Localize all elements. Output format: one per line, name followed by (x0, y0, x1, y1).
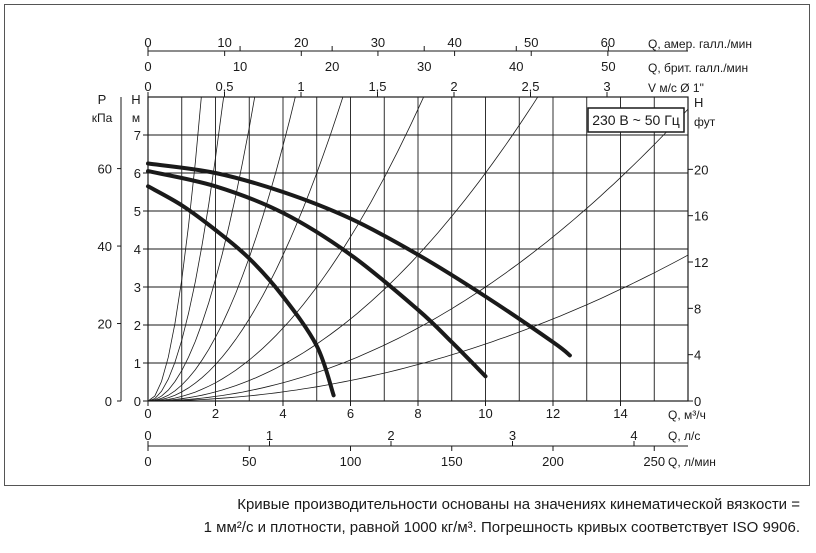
chart-frame (4, 4, 810, 486)
tick-label-us-gal: 30 (371, 35, 385, 50)
tick-label-x-m3h: 14 (613, 406, 627, 421)
tick-label-h-m: 3 (134, 280, 141, 295)
tick-label-uk-gal: 20 (325, 59, 339, 74)
tick-label-x-m3h: 6 (347, 406, 354, 421)
tick-label-us-gal: 20 (294, 35, 308, 50)
tick-label-h-m: 0 (134, 394, 141, 409)
system-curve (148, 108, 688, 401)
tick-label-lmin: 50 (242, 454, 256, 469)
pump-curve-3 (146, 161, 572, 358)
pump-curve-1 (146, 184, 336, 398)
tick-label-x-m3h: 12 (546, 406, 560, 421)
tick-label-lmin: 0 (144, 454, 151, 469)
tick-label-velocity: 3 (603, 79, 610, 94)
tick-label-ls: 2 (387, 428, 394, 443)
tick-label-uk-gal: 10 (233, 59, 247, 74)
tick-label-uk-gal: 30 (417, 59, 431, 74)
tick-label-uk-gal: 40 (509, 59, 523, 74)
tick-label-us-gal: 50 (524, 35, 538, 50)
tick-label-us-gal: 0 (144, 35, 151, 50)
tick-label-kpa: 0 (105, 394, 112, 409)
tick-label-lmin: 100 (340, 454, 362, 469)
tick-label-velocity: 1,5 (368, 79, 386, 94)
voltage-badge-box (587, 107, 685, 133)
axis-title-lmin: Q, л/мин (668, 455, 716, 469)
pump-curves (146, 161, 572, 398)
tick-label-kpa: 20 (98, 317, 112, 332)
grid (147, 96, 689, 402)
pump-curve-2 (146, 169, 488, 379)
tick-label-kpa: 60 (98, 162, 112, 177)
tick-label-x-m3h: 0 (144, 406, 151, 421)
system-curve (148, 254, 688, 401)
tick-label-ft: 8 (694, 301, 701, 316)
tick-label-h-m: 5 (134, 204, 141, 219)
system-curve (148, 97, 425, 401)
tick-label-velocity: 0 (144, 79, 151, 94)
tick-label-h-m: 2 (134, 318, 141, 333)
axis-title-us-gal: Q, амер. галл./мин (648, 37, 752, 51)
axis-unit-h-left: м (132, 111, 140, 125)
axis-unit-kpa: кПа (92, 111, 113, 125)
axis-title-uk-gal: Q, брит. галл./мин (648, 61, 748, 75)
tick-label-h-m: 6 (134, 166, 141, 181)
tick-label-h-m: 1 (134, 356, 141, 371)
tick-label-ft: 16 (694, 209, 708, 224)
tick-label-us-gal: 10 (217, 35, 231, 50)
system-curve (148, 97, 296, 401)
voltage-badge: 230 В ~ 50 Гц (592, 112, 680, 128)
tick-label-x-m3h: 2 (212, 406, 219, 421)
tick-label-x-m3h: 4 (279, 406, 286, 421)
axis-title-h-right: H (694, 95, 703, 110)
system-curve (148, 97, 344, 401)
tick-label-lmin: 200 (542, 454, 564, 469)
footnote-line-2: 1 мм²/с и плотности, равной 1000 кг/м³. … (203, 519, 800, 536)
tick-label-x-m3h: 8 (414, 406, 421, 421)
axes (117, 46, 693, 451)
axis-unit-ft: фут (694, 115, 716, 129)
tick-label-velocity: 0,5 (215, 79, 233, 94)
axis-title-x-m3h: Q, м³/ч (668, 408, 706, 422)
tick-label-velocity: 2 (450, 79, 457, 94)
tick-label-ls: 1 (266, 428, 273, 443)
tick-label-ft: 20 (694, 162, 708, 177)
tick-label-h-m: 4 (134, 242, 141, 257)
tick-label-ft: 4 (694, 348, 701, 363)
axis-title-ls: Q, л/с (668, 429, 700, 443)
tick-label-ls: 0 (144, 428, 151, 443)
tick-label-lmin: 150 (441, 454, 463, 469)
tick-label-us-gal: 40 (447, 35, 461, 50)
tick-label-us-gal: 60 (601, 35, 615, 50)
tick-label-velocity: 1 (297, 79, 304, 94)
tick-label-ft: 0 (694, 394, 701, 409)
tick-label-h-m: 7 (134, 128, 141, 143)
axis-title-p: P (98, 92, 107, 107)
axis-title-velocity: V м/с Ø 1" (648, 81, 704, 95)
system-curve (148, 97, 256, 401)
tick-label-uk-gal: 50 (601, 59, 615, 74)
tick-label-velocity: 2,5 (521, 79, 539, 94)
tick-label-ls: 3 (509, 428, 516, 443)
axis-title-h-left: H (131, 92, 140, 107)
tick-label-lmin: 250 (643, 454, 665, 469)
tick-label-kpa: 40 (98, 239, 112, 254)
tick-label-ls: 4 (630, 428, 637, 443)
footnote-line-1: Кривые производительности основаны на зн… (237, 496, 800, 513)
tick-label-ft: 12 (694, 255, 708, 270)
tick-label-uk-gal: 0 (144, 59, 151, 74)
tick-label-x-m3h: 10 (478, 406, 492, 421)
